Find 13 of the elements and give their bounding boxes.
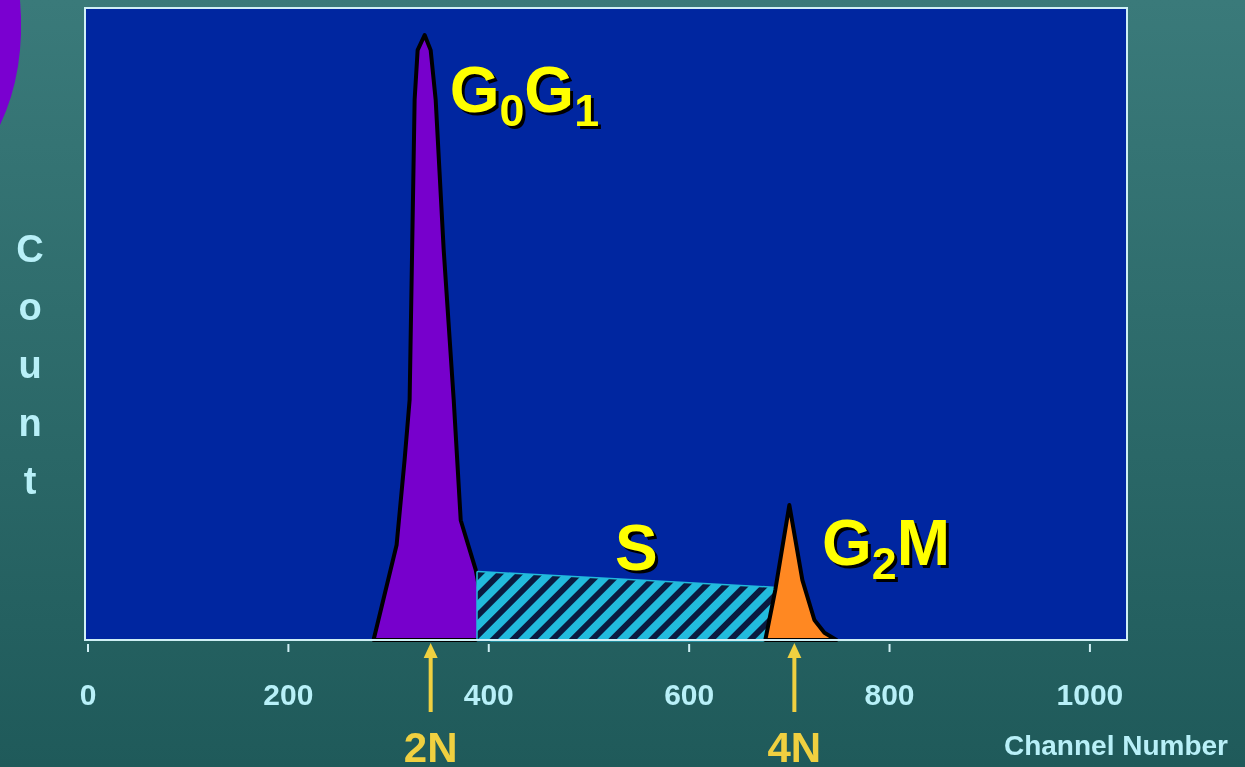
annotation: G$_{2}$M: [825, 510, 954, 591]
x-tick-label: 200: [263, 678, 314, 711]
x-tick-label: 600: [664, 678, 715, 711]
annotation: G$_{0}$G$_{1}$: [449, 54, 600, 135]
x-tick-label: 800: [864, 678, 915, 711]
x-tick-label: 0: [79, 678, 97, 711]
y-axis-title: Count: [16, 228, 44, 502]
annotation: 4N: [767, 724, 822, 767]
annotation: 2N: [403, 724, 458, 767]
annotation: S: [618, 515, 661, 587]
x-tick-label: 400: [463, 678, 514, 711]
x-axis-title: Channel Number: [1003, 730, 1229, 761]
x-tick-label: 1000: [1056, 678, 1124, 711]
